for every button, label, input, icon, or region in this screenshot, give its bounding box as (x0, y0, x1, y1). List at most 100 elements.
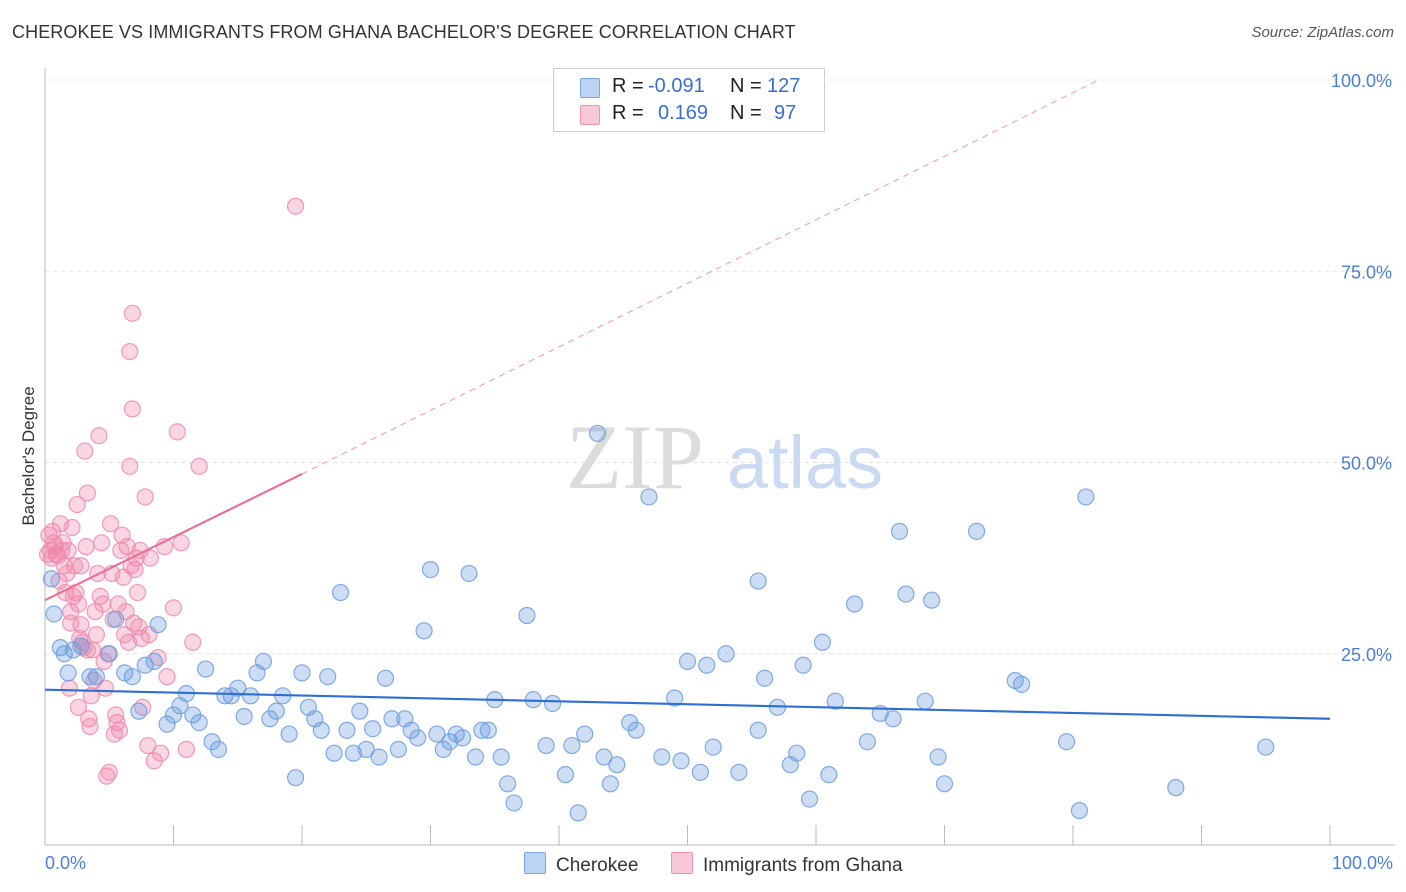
cherokee-point (254, 652, 273, 671)
ghana-point (152, 744, 170, 762)
cherokee-point (123, 668, 141, 686)
ghana-point (286, 197, 305, 215)
legend-row-cherokee: R = -0.091 N = 127 (554, 73, 824, 101)
ghana-point (164, 599, 183, 617)
bottom-legend-cherokee: Cherokee (524, 852, 638, 877)
cherokee-point (1012, 675, 1031, 693)
x-tick-label-min: 0.0% (45, 853, 86, 873)
ghana-point (72, 616, 90, 634)
cherokee-point (64, 641, 82, 659)
ghana-point (45, 534, 63, 552)
cherokee-point (916, 692, 934, 710)
ghana-point (68, 495, 86, 514)
cherokee-point (1070, 801, 1089, 820)
cherokee-point (653, 748, 671, 766)
cherokee-point (698, 656, 716, 674)
cherokee-point (376, 669, 395, 687)
cherokee-point (216, 687, 234, 705)
cherokee-point (136, 656, 154, 674)
ghana-point (109, 595, 127, 613)
cherokee-point (149, 616, 167, 634)
grid (45, 79, 1395, 655)
cherokee-point (569, 804, 587, 822)
cherokee-point (576, 725, 594, 743)
cherokee-point (595, 748, 613, 766)
cherokee-swatch (580, 78, 600, 98)
cherokee-point (518, 606, 536, 625)
ghana-point (86, 603, 104, 621)
cherokee-point (45, 605, 63, 623)
cherokee-point (588, 424, 607, 443)
y-axis-label: Bachelor's Degree (19, 386, 38, 525)
cherokee-point (492, 748, 510, 766)
cherokee-point (788, 744, 806, 762)
ghana-point (58, 564, 76, 583)
cherokee-point (890, 522, 909, 540)
bottom-legend-ghana: Immigrants from Ghana (671, 852, 903, 877)
cherokee-point (428, 725, 446, 743)
r-label: R = (612, 102, 644, 124)
cherokee-point (209, 740, 228, 758)
cherokee-point (897, 585, 915, 603)
cherokee-point (666, 689, 684, 707)
ghana-trend-line (44, 472, 303, 602)
r-value: 0.169 (658, 102, 709, 124)
ghana-point (77, 538, 95, 556)
cherokee-point (672, 752, 690, 770)
ghana-point (90, 427, 108, 445)
ghana-point (190, 457, 208, 475)
cherokee-point (749, 721, 767, 739)
cherokee-point (364, 720, 382, 738)
n-label: N = (730, 75, 762, 97)
y-tick-label: 25.0% (1341, 645, 1392, 665)
cherokee-point (499, 775, 517, 793)
cherokee-point (107, 610, 125, 628)
cherokee-point (130, 702, 148, 720)
ghana-points (38, 197, 305, 785)
cherokee-point (730, 763, 748, 781)
ghana-point (81, 717, 99, 736)
ghana-legend-swatch (671, 852, 693, 874)
cherokee-point (145, 652, 163, 671)
cherokee-point (242, 687, 260, 705)
cherokee-point (338, 721, 356, 739)
cherokee-point (370, 748, 388, 766)
ghana-swatch (580, 105, 600, 125)
cherokee-point (479, 721, 497, 739)
cherokee-point (331, 583, 350, 602)
ghana-point (158, 668, 176, 686)
cherokee-point (537, 736, 555, 755)
cherokee-point (81, 668, 99, 686)
ghana-point (123, 304, 141, 322)
source-note: Source: ZipAtlas.com (1251, 24, 1394, 41)
cherokee-point (473, 721, 491, 739)
cherokee-point (858, 733, 877, 751)
ghana-legend-label: Immigrants from Ghana (703, 855, 903, 876)
ghana-point (101, 515, 120, 533)
ghana-point (123, 400, 141, 418)
y-tick-label: 100.0% (1331, 71, 1392, 91)
n-value: 97 (774, 102, 797, 124)
cherokee-point (1057, 733, 1076, 751)
cherokee-point (755, 669, 774, 687)
cherokee-point (1257, 738, 1275, 756)
n-value: 127 (767, 75, 801, 97)
ghana-point (116, 626, 134, 644)
ghana-point (184, 633, 202, 651)
axes (44, 68, 1395, 846)
cherokee-point (717, 645, 735, 663)
cherokee-point (608, 756, 626, 774)
legend-row-ghana: R = 0.169 N = 97 (554, 100, 824, 128)
cherokee-point (884, 710, 902, 728)
cherokee-point (59, 664, 77, 682)
cherokee-point (235, 707, 253, 726)
cherokee-point (704, 738, 722, 756)
cherokee-point (601, 775, 620, 793)
cherokee-point (923, 591, 941, 609)
ghana-point (177, 740, 195, 758)
cherokee-point (357, 740, 375, 758)
ghana-point (121, 342, 139, 361)
cherokee-point (229, 679, 247, 697)
cherokee-point (1077, 488, 1095, 506)
